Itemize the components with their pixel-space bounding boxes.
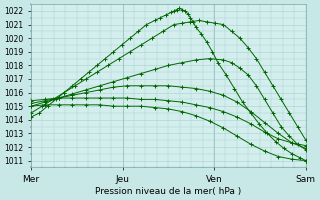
X-axis label: Pression niveau de la mer( hPa ): Pression niveau de la mer( hPa ) <box>95 187 242 196</box>
